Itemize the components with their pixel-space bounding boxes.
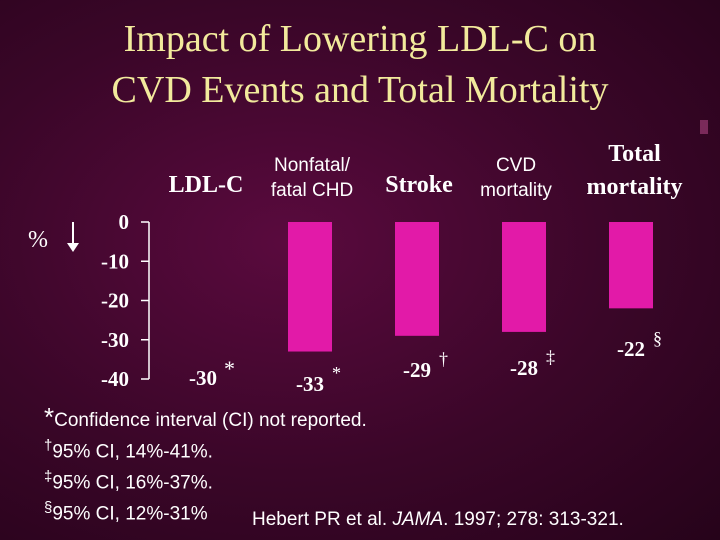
footnote-3: ‡95% CI, 16%-37%. [44,468,213,494]
bar-value-label-1: -29 [403,358,431,382]
total-mortality-header-line1: Total [608,141,661,167]
footnote-3-mark: ‡ [44,468,53,485]
bar-1 [395,222,439,336]
footnote-4-text: 95% CI, 12%-31% [52,503,208,525]
y-tick-label-0: 0 [119,210,130,234]
footnote-2-text: 95% CI, 14%-41%. [52,441,213,463]
page-title-line2: CVD Events and Total Mortality [111,69,609,111]
ldl-c-header: LDL-C [168,172,244,198]
nonfatal-chd-header-line2: fatal CHD [270,180,354,201]
bar-value-mark-2: ‡ [546,347,555,367]
cvd-mortality-header-line2: mortality [480,180,552,201]
footnote-2: †95% CI, 14%-41%. [44,437,213,463]
stroke-header: Stroke [385,172,453,198]
y-tick-label-4: -40 [101,367,129,391]
bar-value-label-2: -28 [510,356,538,380]
bar-value-mark-1: † [439,349,448,369]
cvd-mortality-header-line1: CVD [495,155,537,176]
total-mortality-header: Total mortality [572,138,697,204]
bar-value-label-0: -33 [296,372,324,396]
footnote-1-mark: * [44,402,55,432]
bar-value-mark-0: * [332,363,341,383]
bar-3 [609,222,653,309]
cvd-mortality-header: CVD mortality [460,153,572,203]
bar-value-label-3: -22 [617,337,645,361]
y-tick-label-3: -30 [101,328,129,352]
y-tick-label-2: -20 [101,289,129,313]
bar-2 [502,222,546,332]
footnote-1: *Confidence interval (CI) not reported. [44,402,367,433]
total-mortality-header-line2: mortality [586,174,683,200]
footnote-3-text: 95% CI, 16%-37%. [52,472,213,494]
footnote-2-mark: † [44,437,53,454]
citation-journal: JAMA [392,509,444,530]
y-tick-label-1: -10 [101,249,129,273]
footnote-1-text: Confidence interval (CI) not reported. [54,410,367,431]
percent-unit-label: % [28,227,48,253]
down-arrow-icon [67,222,79,252]
bar-value-mark-3: § [653,328,662,348]
nonfatal-chd-header-line1: Nonfatal/ [273,155,351,176]
nonfatal-chd-header: Nonfatal/ fatal CHD [252,153,372,203]
footnote-4: §95% CI, 12%-31% [44,499,208,525]
ldl-value-mark: * [224,356,235,381]
corner-decoration [700,120,708,134]
footnote-4-mark: § [44,499,53,516]
citation-suffix: . 1997; 278: 313-321. [443,509,624,530]
bar-0 [288,222,332,352]
ldl-value-label: -30 [189,366,217,390]
citation-prefix: Hebert PR et al. [252,509,393,530]
citation: Hebert PR et al. JAMA. 1997; 278: 313-32… [252,509,624,531]
page-title-line1: Impact of Lowering LDL-C on [123,18,597,60]
